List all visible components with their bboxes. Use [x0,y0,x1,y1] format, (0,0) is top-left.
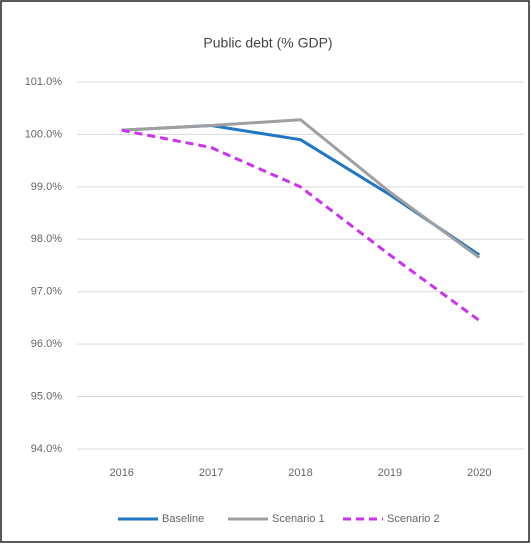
y-tick-label: 98.0% [31,233,62,245]
series-line [121,128,481,322]
x-tick-label: 2016 [109,467,133,479]
chart-title: Public debt (% GDP) [203,35,332,51]
x-tick-label: 2017 [199,467,223,479]
series-line [121,118,481,259]
legend-label: Scenario 2 [387,513,440,525]
y-tick-label: 95.0% [31,390,62,402]
y-tick-label: 97.0% [31,286,62,298]
y-tick-label: 100.0% [25,128,63,140]
x-tick-label: 2020 [467,467,491,479]
legend-label: Scenario 1 [272,513,325,525]
x-tick-label: 2018 [288,467,312,479]
y-tick-label: 99.0% [31,181,62,193]
y-tick-label: 96.0% [31,338,62,350]
legend-label: Baseline [162,513,204,525]
x-tick-label: 2019 [378,467,402,479]
y-tick-label: 101.0% [25,76,63,88]
y-tick-label: 94.0% [31,443,62,455]
